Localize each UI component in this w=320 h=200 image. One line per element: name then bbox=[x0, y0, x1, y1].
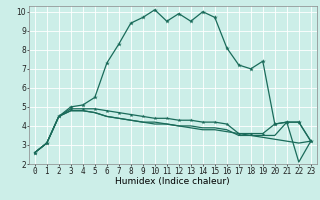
X-axis label: Humidex (Indice chaleur): Humidex (Indice chaleur) bbox=[116, 177, 230, 186]
